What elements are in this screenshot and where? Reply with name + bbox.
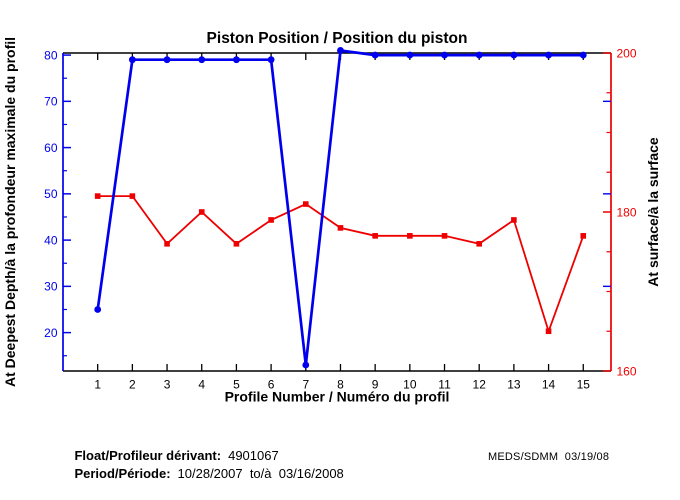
axes-box xyxy=(62,52,612,372)
surface-data-point xyxy=(268,217,274,223)
right-tick-label: 180 xyxy=(617,205,637,219)
right-tick-label: 160 xyxy=(617,364,637,378)
x-axis-ticks: 1 2 3 4 5 6 7 8 9 10 11 12 13 14 15 xyxy=(94,53,590,392)
right-tick-label: 200 xyxy=(617,46,637,60)
surface-data-point xyxy=(337,225,344,231)
deepest-depth-data-point xyxy=(406,51,414,59)
piston-position-chart: Piston Position / Position du piston Pro… xyxy=(2,30,661,405)
x-tick-label: 8 xyxy=(337,378,344,392)
deepest-depth-data-point xyxy=(579,51,587,59)
period-value: 10/28/2007 to/à 03/16/2008 xyxy=(177,466,344,481)
period-line: Period/Période: 10/28/2007 to/à 03/16/200… xyxy=(60,451,344,496)
deepest-depth-data-point xyxy=(510,51,518,59)
surface-data-point xyxy=(511,217,517,223)
left-tick-label: 30 xyxy=(44,280,58,294)
x-tick-label: 14 xyxy=(542,378,556,392)
deepest-depth-data-point xyxy=(198,56,206,64)
x-tick-label: 9 xyxy=(372,378,379,392)
data-series xyxy=(94,47,587,369)
left-tick-label: 40 xyxy=(44,233,58,247)
deepest-depth-data-point xyxy=(94,306,102,313)
x-tick-label: 6 xyxy=(268,378,275,392)
credit-stamp: MEDS/SDMM 03/19/08 xyxy=(488,451,610,463)
left-tick-label: 50 xyxy=(44,187,58,201)
right-y-axis-label: At surface/à la surface xyxy=(645,137,661,287)
deepest-depth-data-point xyxy=(475,51,483,59)
left-tick-label: 60 xyxy=(44,141,58,155)
surface-data-point xyxy=(129,193,136,199)
surface-data-point xyxy=(580,233,587,239)
x-tick-label: 5 xyxy=(233,378,240,392)
float-id-line: Float/Profileur dérivant: 4901067 xyxy=(60,433,279,478)
x-tick-label: 13 xyxy=(507,378,521,392)
left-tick-label: 20 xyxy=(44,326,58,340)
deepest-depth-data-point xyxy=(267,56,275,64)
deepest-depth-data-point xyxy=(371,51,379,59)
x-axis-label: Profile Number / Numéro du profil xyxy=(225,389,450,405)
surface-data-point xyxy=(372,233,378,239)
deepest-depth-data-point xyxy=(441,51,448,59)
x-tick-label: 11 xyxy=(438,378,451,392)
x-tick-label: 7 xyxy=(302,378,309,392)
surface-data-point xyxy=(407,233,413,239)
x-tick-label: 3 xyxy=(164,378,171,392)
surface-data-point xyxy=(545,328,552,335)
x-tick-label: 4 xyxy=(198,378,205,392)
surface-data-point xyxy=(233,241,240,247)
deepest-depth-data-point xyxy=(337,47,344,54)
x-tick-label: 10 xyxy=(403,378,417,392)
surface-data-point xyxy=(476,241,483,247)
surface-data-point xyxy=(198,209,205,215)
surface-data-point xyxy=(94,193,101,199)
x-tick-label: 2 xyxy=(129,378,136,392)
deepest-depth-line xyxy=(96,48,584,366)
float-id-value: 4901067 xyxy=(228,448,279,463)
x-tick-label: 1 xyxy=(94,378,101,392)
float-id-label: Float/Profileur dérivant: xyxy=(74,448,222,463)
x-tick-label: 15 xyxy=(577,378,591,392)
surface-data-point xyxy=(164,241,170,247)
period-label: Period/Période: xyxy=(74,466,171,481)
left-tick-label: 80 xyxy=(44,48,58,62)
left-tick-label: 70 xyxy=(44,95,58,109)
deepest-depth-data-point xyxy=(163,56,171,64)
left-y-axis-label: At Deepest Depth/à la profondeur maximal… xyxy=(2,37,18,387)
deepest-depth-data-point xyxy=(545,51,552,59)
right-axis-ticks: 160 180 200 xyxy=(603,46,637,378)
surface-line xyxy=(97,195,585,335)
deepest-depth-data-point xyxy=(233,56,240,64)
surface-data-point xyxy=(441,233,448,239)
x-tick-label: 12 xyxy=(473,378,487,392)
chart-title: Piston Position / Position du piston xyxy=(207,30,468,47)
surface-data-point xyxy=(302,201,309,207)
deepest-depth-data-point xyxy=(302,361,310,369)
left-axis-ticks: 20 30 40 50 60 70 80 xyxy=(44,48,71,357)
deepest-depth-data-point xyxy=(128,56,136,64)
